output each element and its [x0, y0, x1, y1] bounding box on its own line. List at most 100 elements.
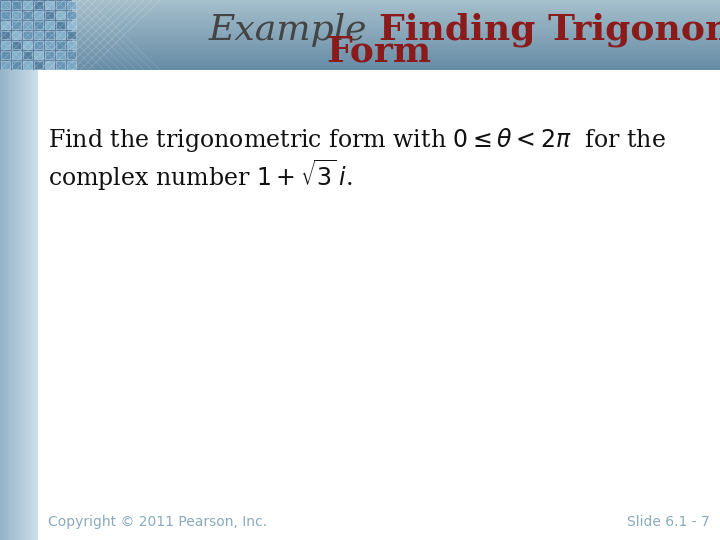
Bar: [34, 51, 43, 59]
Bar: [0, 19, 720, 20]
Bar: [0, 60, 720, 61]
Bar: [8, 70, 9, 540]
Bar: [33, 70, 34, 540]
Bar: [0, 49, 720, 50]
Text: Form: Form: [326, 35, 431, 69]
Bar: [0, 17, 720, 18]
Bar: [10, 70, 11, 540]
Bar: [56, 41, 65, 49]
Text: Example: Example: [209, 13, 379, 47]
Bar: [7, 70, 8, 540]
Bar: [56, 31, 65, 39]
Bar: [0, 35, 720, 36]
Bar: [13, 70, 14, 540]
Bar: [45, 11, 54, 19]
Bar: [0, 5, 720, 6]
Bar: [14, 70, 15, 540]
Bar: [0, 48, 720, 49]
Bar: [0, 34, 720, 35]
Bar: [24, 70, 25, 540]
Bar: [0, 39, 720, 40]
Bar: [0, 50, 720, 51]
Bar: [0, 67, 720, 68]
Bar: [67, 1, 76, 9]
Bar: [12, 51, 21, 59]
Bar: [67, 51, 76, 59]
Bar: [0, 69, 720, 70]
Bar: [12, 21, 21, 29]
Bar: [45, 41, 54, 49]
Bar: [23, 31, 32, 39]
Bar: [1, 41, 10, 49]
Bar: [56, 61, 65, 69]
Bar: [67, 11, 76, 19]
Bar: [28, 70, 29, 540]
Bar: [27, 70, 28, 540]
Bar: [0, 9, 720, 10]
Bar: [0, 16, 720, 17]
Text: Slide 6.1 - 7: Slide 6.1 - 7: [627, 515, 710, 529]
Bar: [0, 40, 720, 41]
Bar: [0, 31, 720, 32]
Bar: [23, 1, 32, 9]
Bar: [29, 70, 30, 540]
Bar: [56, 11, 65, 19]
Bar: [0, 12, 720, 13]
Bar: [0, 23, 720, 24]
Bar: [34, 70, 35, 540]
Bar: [0, 41, 720, 42]
Bar: [31, 70, 32, 540]
Bar: [16, 70, 17, 540]
Bar: [0, 42, 720, 43]
Bar: [0, 22, 720, 23]
Bar: [0, 46, 720, 47]
Bar: [1, 51, 10, 59]
Bar: [17, 70, 18, 540]
Bar: [23, 11, 32, 19]
Bar: [35, 70, 36, 540]
Bar: [12, 61, 21, 69]
Bar: [0, 13, 720, 14]
Bar: [45, 51, 54, 59]
Bar: [0, 20, 720, 21]
Text: complex number $1 + \sqrt{3}\,i$.: complex number $1 + \sqrt{3}\,i$.: [48, 157, 353, 193]
Bar: [5, 70, 6, 540]
Bar: [0, 26, 720, 27]
Bar: [37, 70, 38, 540]
Bar: [20, 70, 21, 540]
Bar: [18, 70, 19, 540]
Bar: [0, 11, 720, 12]
Bar: [67, 31, 76, 39]
Bar: [0, 37, 720, 38]
Bar: [0, 54, 720, 55]
Bar: [0, 43, 720, 44]
Bar: [0, 0, 72, 70]
Text: Find the trigonometric form with $0 \leq \theta < 2\pi$  for the: Find the trigonometric form with $0 \leq…: [48, 126, 666, 154]
Bar: [0, 61, 720, 62]
Bar: [12, 1, 21, 9]
Bar: [6, 70, 7, 540]
Bar: [34, 31, 43, 39]
Bar: [12, 11, 21, 19]
Bar: [15, 70, 16, 540]
Bar: [1, 1, 10, 9]
Bar: [0, 55, 720, 56]
Bar: [23, 51, 32, 59]
Bar: [0, 10, 720, 11]
Bar: [0, 0, 720, 1]
Bar: [1, 21, 10, 29]
Bar: [0, 53, 720, 54]
Bar: [0, 33, 720, 34]
Bar: [12, 41, 21, 49]
Bar: [9, 70, 10, 540]
Bar: [0, 68, 720, 69]
Bar: [0, 15, 720, 16]
Bar: [1, 70, 2, 540]
Bar: [0, 30, 720, 31]
Bar: [0, 14, 720, 15]
Bar: [0, 32, 720, 33]
Text: Finding Trigonometric: Finding Trigonometric: [379, 13, 720, 47]
Bar: [0, 59, 720, 60]
Bar: [0, 6, 720, 7]
Bar: [0, 38, 720, 39]
